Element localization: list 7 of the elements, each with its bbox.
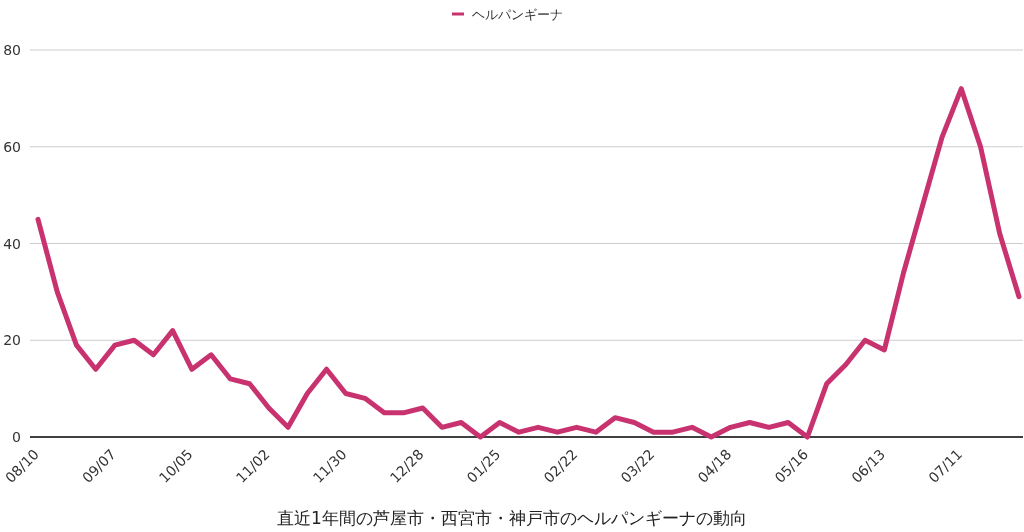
legend-label: ヘルパンギーナ [472, 7, 563, 22]
x-axis-title: 直近1年間の芦屋市・西宮市・神戸市のヘルパンギーナの動向 [277, 508, 747, 528]
y-tick-label: 80 [3, 42, 21, 58]
y-tick-label: 60 [3, 138, 21, 155]
y-tick-label: 40 [3, 235, 21, 252]
y-tick-label: 0 [12, 429, 21, 445]
y-tick-label: 20 [3, 332, 21, 349]
